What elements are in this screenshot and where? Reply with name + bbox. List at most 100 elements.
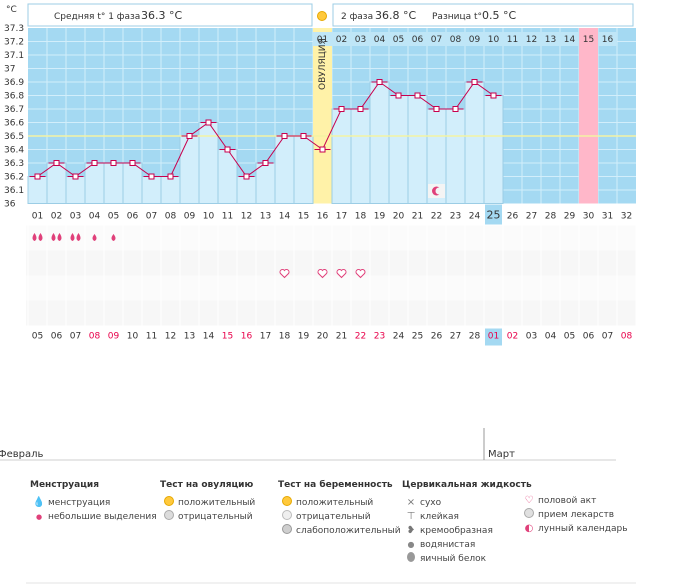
y-tick-label: 37.2 <box>4 38 24 48</box>
cycle-day-label: 21 <box>412 212 423 222</box>
cycle-day-label: 01 <box>32 212 43 222</box>
legend-item: отрицательный <box>160 509 255 524</box>
cycle-day-label: 07 <box>146 212 157 222</box>
calendar-day-label: 07 <box>602 332 613 342</box>
phase2-day-label: 11 <box>507 35 518 45</box>
legend-item: ● небольшие выделения <box>30 510 157 524</box>
phase2-day-cell <box>465 32 484 46</box>
cycle-day-label: 10 <box>203 212 215 222</box>
temperature-point <box>452 106 459 112</box>
cycle-day-label: 28 <box>545 212 557 222</box>
month-march: Март <box>488 449 515 460</box>
event-row <box>26 250 636 276</box>
cycle-day-label: 32 <box>621 212 632 222</box>
small-discharge-drop <box>111 234 116 241</box>
cycle-day-label: 24 <box>469 212 481 222</box>
cycle-day-label: 20 <box>393 212 405 222</box>
ovulation-band <box>313 28 332 204</box>
temperature-point <box>72 173 79 180</box>
legend-item: ♡ половой акт <box>520 494 628 508</box>
event-rows <box>26 184 637 326</box>
temperature-point <box>53 160 60 166</box>
cycle-day-label: 04 <box>89 212 101 222</box>
y-tick-label: 36.3 <box>4 159 24 169</box>
cycle-day-label: 17 <box>336 212 347 222</box>
y-axis-unit: °C <box>6 5 17 15</box>
phase2-label: 2 фаза <box>341 12 373 22</box>
legend-item: положительный <box>278 495 401 510</box>
calendar-day-label: 02 <box>507 332 518 342</box>
y-tick-label: 37 <box>4 65 15 75</box>
intercourse-heart <box>355 269 366 279</box>
phase2-day-label: 12 <box>526 35 537 45</box>
temperature-point <box>281 133 288 139</box>
temperature-bar <box>388 95 409 204</box>
y-tick-label: 36.8 <box>4 92 24 102</box>
temperature-point <box>376 79 383 85</box>
phase2-day-label: 15 <box>583 35 594 45</box>
cycle-day-label: 29 <box>564 212 576 222</box>
phase2-day-label: 01 <box>317 35 328 45</box>
cycle-day-label: 18 <box>355 212 367 222</box>
calendar-day-label: 21 <box>336 332 347 342</box>
calendar-day-label: 25 <box>412 332 423 342</box>
cycle-day-label: 14 <box>279 212 291 222</box>
pregnancy-weak-icon <box>278 523 296 539</box>
temperature-point <box>91 160 98 166</box>
temperature-bar <box>141 176 162 204</box>
small-discharge-drop <box>92 234 97 241</box>
calendar-day-label: 28 <box>469 332 481 342</box>
y-tick-label: 37.1 <box>4 51 24 61</box>
diff-label: Разница t° <box>432 12 482 22</box>
calendar-day-label: 08 <box>621 332 633 342</box>
legend-other: ♡ половой акт прием лекарств ◐ лунный кале… <box>520 494 628 536</box>
legend-item: ● водянистая <box>402 538 532 552</box>
cycle-day-label: 08 <box>165 212 177 222</box>
sticky-icon: ⊤ <box>406 511 416 522</box>
temperature-bar <box>293 135 314 204</box>
legend-pregnancy-test: Тест на беременность положительный отриц… <box>278 480 401 538</box>
intercourse-heart <box>336 269 347 279</box>
intercourse-heart <box>279 269 290 279</box>
temperature-bar <box>198 122 219 204</box>
header-phase2-box <box>332 3 634 27</box>
legend-item: ⊤ клейкая <box>402 510 532 524</box>
ovulation-label: ОВУЛЯЦИЯ <box>318 38 328 90</box>
temperature-bar <box>255 162 276 204</box>
calendar-day-label: 20 <box>317 332 329 342</box>
temperature-bar <box>122 162 143 204</box>
temperature-point <box>395 92 402 99</box>
temperature-bar <box>369 81 390 204</box>
chart-bands: 01 02 03 04 05 06 07 08 09 10 11 12 13 14 15 16 <box>313 28 617 204</box>
temperature-bar <box>217 149 238 204</box>
calendar-day-label: 03 <box>526 332 537 342</box>
temperature-bar <box>236 176 257 204</box>
cycle-day-label: 05 <box>108 212 119 222</box>
calendar-day-label: 05 <box>564 332 575 342</box>
cycle-day-label: 23 <box>450 212 461 222</box>
watery-drop-icon: ● <box>407 540 415 549</box>
calendar-day-label: 15 <box>222 332 233 342</box>
legend-cervical-title: Цервикальная жидкость <box>402 480 532 490</box>
legend-cervical: Цервикальная жидкость × сухо ⊤ клейкая ❥ кр… <box>402 480 532 566</box>
drop-small-icon: ● <box>35 513 43 521</box>
legend-menstruation: Менструация 💧 менструация ● небольшие выде… <box>30 480 157 524</box>
moon-icon-shadow <box>435 187 443 195</box>
phase1-value: 36.3 °C <box>141 9 182 22</box>
legend-item: × сухо <box>402 496 532 510</box>
temperature-point <box>205 119 212 126</box>
temperature-point <box>471 79 478 85</box>
phase2-day-cell <box>313 32 332 46</box>
phase2-day-label: 16 <box>602 35 614 45</box>
march-first-highlight <box>485 328 502 346</box>
event-row <box>26 275 636 301</box>
cycle-day-label: 02 <box>51 212 62 222</box>
intercourse-heart <box>317 269 328 279</box>
temperature-line <box>28 79 636 180</box>
temperature-point <box>110 160 117 166</box>
cycle-day-label: 26 <box>507 212 519 222</box>
phase2-day-cell <box>598 32 617 46</box>
current-day-highlight <box>485 204 502 225</box>
cycle-day-label: 27 <box>526 212 537 222</box>
temperature-bar <box>27 176 48 204</box>
